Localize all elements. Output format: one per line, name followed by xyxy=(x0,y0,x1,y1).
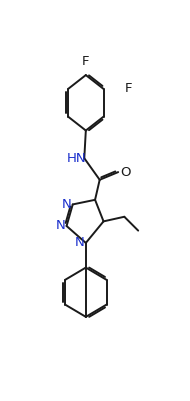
Text: N: N xyxy=(62,198,71,211)
Text: O: O xyxy=(121,166,131,178)
Text: N: N xyxy=(55,219,65,233)
Text: F: F xyxy=(125,83,133,95)
Text: HN: HN xyxy=(67,152,86,165)
Text: F: F xyxy=(82,55,89,69)
Text: N: N xyxy=(75,237,85,249)
